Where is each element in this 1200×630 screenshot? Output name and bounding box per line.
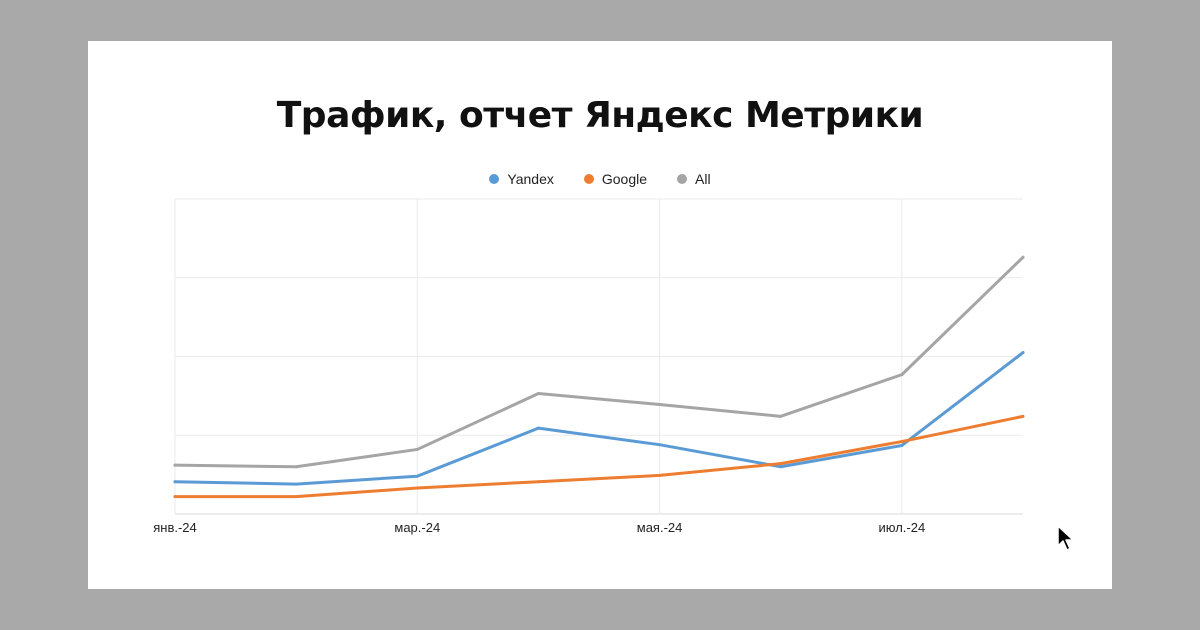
data-point-google [415,486,419,490]
data-point-all [1021,255,1025,259]
legend-item-yandex[interactable]: Yandex [489,171,554,187]
legend-marker-yandex [489,174,500,184]
data-point-yandex [536,426,540,430]
data-point-google [658,473,662,477]
series-line-yandex [173,351,1025,486]
series-line-all [173,255,1025,469]
chart-title: Трафик, отчет Яндекс Метрики [276,95,924,136]
data-point-google [779,462,783,466]
data-point-yandex [294,482,298,486]
line-chart: янв.-24 мар.-24 мая.-24 июл.-24 [153,198,1025,535]
data-point-yandex [415,474,419,478]
data-point-google [900,440,904,444]
x-tick-label: янв.-24 [153,520,197,535]
data-point-yandex [900,443,904,447]
data-point-google [294,495,298,499]
data-point-yandex [1021,351,1025,355]
data-point-all [779,414,783,418]
legend-label-yandex: Yandex [507,171,554,187]
data-point-all [536,392,540,396]
series-line-google [173,414,1025,499]
legend-label-all: All [695,171,711,187]
chart-legend: Yandex Google All [88,171,1112,187]
data-point-all [900,373,904,377]
data-point-yandex [658,443,662,447]
data-point-yandex [779,465,783,469]
mouse-cursor-icon [1057,525,1074,551]
legend-marker-google [583,174,594,184]
data-point-all [658,403,662,407]
x-tick-label: июл.-24 [878,520,925,535]
legend-item-google[interactable]: Google [583,171,648,187]
x-tick-label: мая.-24 [637,520,683,535]
data-point-all [173,463,177,467]
data-point-google [536,480,540,484]
legend-label-google: Google [601,171,648,187]
legend-marker-all [677,174,688,184]
data-point-google [1021,414,1025,418]
x-tick-label: мар.-24 [394,520,440,535]
chart-card: Трафик, отчет Яндекс Метрики Yandex Goog… [88,41,1112,589]
data-point-all [294,465,298,469]
data-point-google [173,495,177,499]
data-point-all [415,447,419,451]
data-point-yandex [173,480,177,484]
legend-item-all[interactable]: All [677,171,711,187]
